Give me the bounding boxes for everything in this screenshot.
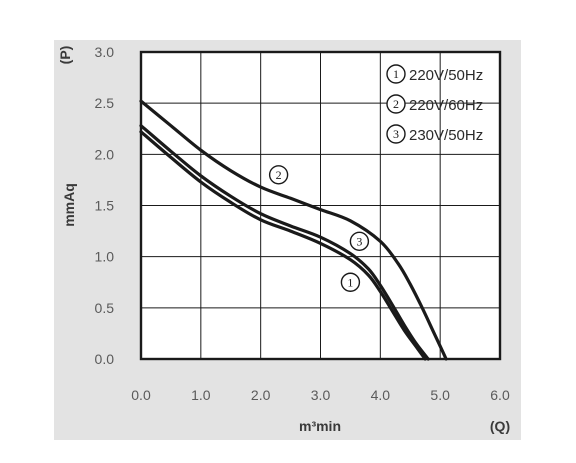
x-tick-label: 1.0 xyxy=(191,387,211,403)
y-axis-title: mmAq xyxy=(61,183,77,227)
legend-marker-3 xyxy=(386,124,406,144)
curve-marker-3 xyxy=(349,231,370,252)
x-tick-label: 4.0 xyxy=(371,387,391,403)
x-tick-label: 2.0 xyxy=(251,387,271,403)
x-tick-label: 0.0 xyxy=(131,387,151,403)
series-line-2 xyxy=(139,99,448,361)
x-axis-title: m³min xyxy=(299,418,341,434)
y-tick-labels: 0.0 0.5 1.0 1.5 2.0 2.5 3.0 xyxy=(95,44,115,367)
legend-marker-label: 3 xyxy=(393,127,399,141)
x-tick-label: 5.0 xyxy=(430,387,450,403)
y-tick-label: 0.0 xyxy=(95,351,115,367)
legend-entry-label: 220V/50Hz xyxy=(409,67,483,84)
x-tick-label: 6.0 xyxy=(490,387,510,403)
y-tick-label: 1.5 xyxy=(95,198,115,214)
y-tick-label: 3.0 xyxy=(95,44,115,60)
series-line-3 xyxy=(139,124,430,361)
x-axis-unit: (Q) xyxy=(490,418,510,434)
legend-marker-label: 2 xyxy=(393,97,399,111)
curve-marker-1 xyxy=(340,272,361,292)
grid xyxy=(141,52,500,359)
curves xyxy=(139,99,448,361)
plot-frame xyxy=(139,50,502,361)
y-tick-label: 1.0 xyxy=(95,249,115,265)
curve-marker-label: 3 xyxy=(356,234,362,248)
curve-marker-label: 1 xyxy=(347,275,353,289)
x-tick-label: 3.0 xyxy=(311,387,331,403)
y-axis-unit: (P) xyxy=(57,46,73,65)
curve-markers: 1 2 3 xyxy=(268,165,370,292)
legend-marker-1 xyxy=(386,64,406,84)
legend-entry-label: 230V/50Hz xyxy=(409,127,483,144)
curve-marker-2 xyxy=(268,165,289,185)
y-tick-label: 2.5 xyxy=(95,95,115,111)
series-line-1 xyxy=(139,130,427,361)
curve-marker-label: 2 xyxy=(276,168,282,182)
legend-marker-label: 1 xyxy=(393,67,399,81)
legend: 1 220V/50Hz 2 220V/60Hz 3 230V/50Hz xyxy=(386,64,483,144)
x-tick-labels: 0.0 1.0 2.0 3.0 4.0 5.0 6.0 xyxy=(131,387,510,403)
y-tick-label: 2.0 xyxy=(95,146,115,162)
y-tick-label: 0.5 xyxy=(95,300,115,316)
legend-marker-2 xyxy=(386,94,406,114)
legend-entry-label: 220V/60Hz xyxy=(409,97,483,114)
